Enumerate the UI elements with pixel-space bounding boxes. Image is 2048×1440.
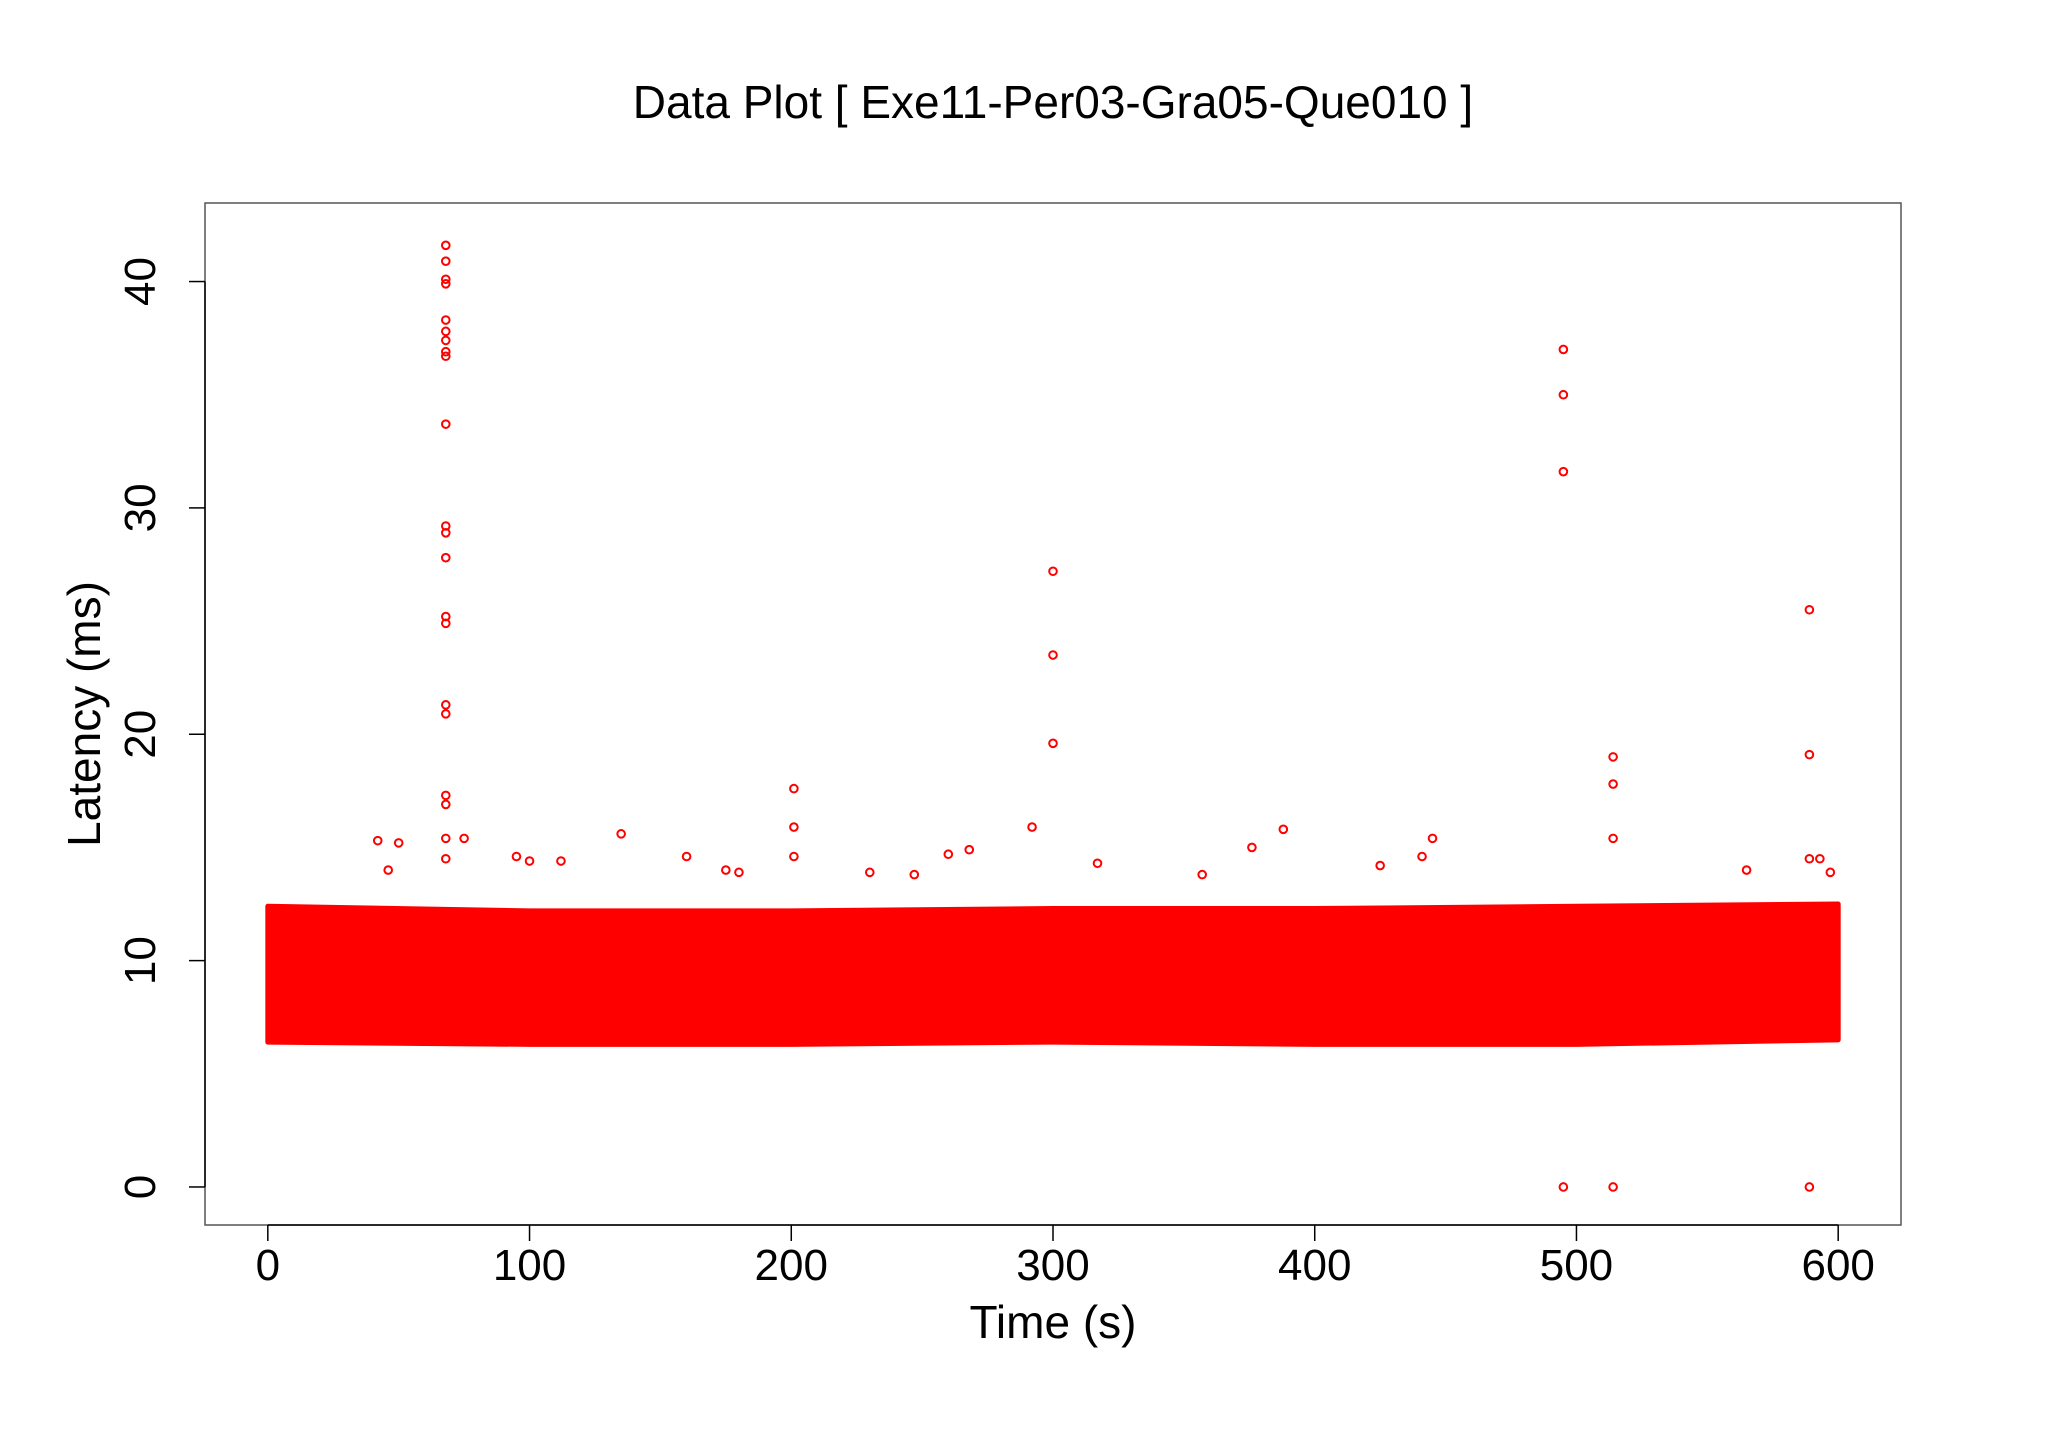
point	[1027, 822, 1037, 832]
point	[556, 856, 566, 866]
point	[1247, 842, 1257, 853]
point	[964, 844, 975, 855]
x-tick-label: 200	[755, 1241, 828, 1290]
point	[440, 833, 451, 844]
point	[1427, 833, 1438, 844]
x-tick-label: 500	[1540, 1241, 1613, 1290]
point	[440, 528, 451, 538]
x-tick-label: 0	[256, 1241, 280, 1290]
point	[681, 851, 692, 862]
point	[440, 326, 451, 337]
point	[511, 851, 522, 862]
point	[1278, 824, 1289, 835]
point	[372, 835, 383, 846]
point	[440, 279, 451, 289]
point	[1417, 851, 1427, 862]
point	[1048, 650, 1058, 660]
point	[864, 867, 875, 878]
point	[1804, 1182, 1815, 1192]
point	[1375, 860, 1385, 871]
plot-frame	[204, 202, 1902, 1226]
point	[440, 419, 451, 429]
point	[440, 700, 451, 710]
point	[440, 552, 451, 563]
x-tick-label: 300	[1016, 1241, 1089, 1290]
point	[789, 783, 799, 794]
point	[1048, 566, 1058, 577]
point	[440, 315, 451, 325]
point	[383, 865, 394, 875]
point	[1558, 466, 1569, 477]
point	[1558, 344, 1569, 355]
point	[440, 351, 451, 362]
point	[440, 799, 451, 810]
point	[1804, 853, 1815, 864]
y-axis-label: Latency (ms)	[58, 581, 110, 847]
point	[440, 618, 451, 629]
point	[1558, 1182, 1569, 1192]
dense-band	[265, 901, 1841, 1047]
point	[616, 829, 626, 839]
point	[1608, 779, 1618, 789]
x-axis-label: Time (s)	[970, 1296, 1137, 1348]
point	[1804, 749, 1815, 760]
point	[459, 833, 469, 844]
point	[1048, 738, 1058, 749]
point	[1815, 853, 1825, 864]
point	[524, 856, 535, 866]
point	[440, 709, 451, 719]
point	[1092, 858, 1103, 869]
y-tick-label: 20	[116, 710, 165, 759]
point	[721, 865, 731, 875]
y-tick-label: 30	[116, 483, 165, 532]
point	[440, 256, 451, 266]
point	[789, 851, 799, 862]
point	[1825, 867, 1836, 878]
point	[440, 346, 451, 357]
y-tick-label: 10	[116, 936, 165, 985]
point	[440, 853, 451, 864]
point	[1558, 389, 1569, 400]
chart-title: Data Plot [ Exe11-Per03-Gra05-Que010 ]	[633, 76, 1473, 128]
y-tick-label: 0	[116, 1175, 165, 1199]
point	[1608, 833, 1618, 844]
x-tick-label: 100	[493, 1241, 566, 1290]
point	[943, 849, 954, 860]
point	[440, 240, 451, 251]
point	[734, 867, 744, 878]
point	[1608, 752, 1618, 762]
point	[440, 335, 451, 346]
point	[1608, 1182, 1618, 1192]
point	[909, 869, 920, 880]
point	[789, 822, 799, 832]
point	[1197, 869, 1207, 880]
point	[440, 274, 451, 285]
point	[1804, 604, 1815, 615]
x-tick-label: 400	[1278, 1241, 1351, 1290]
point	[440, 790, 451, 801]
point	[1741, 865, 1752, 875]
x-tick-label: 600	[1801, 1241, 1874, 1290]
y-tick-label: 40	[116, 257, 165, 306]
point	[393, 838, 404, 848]
